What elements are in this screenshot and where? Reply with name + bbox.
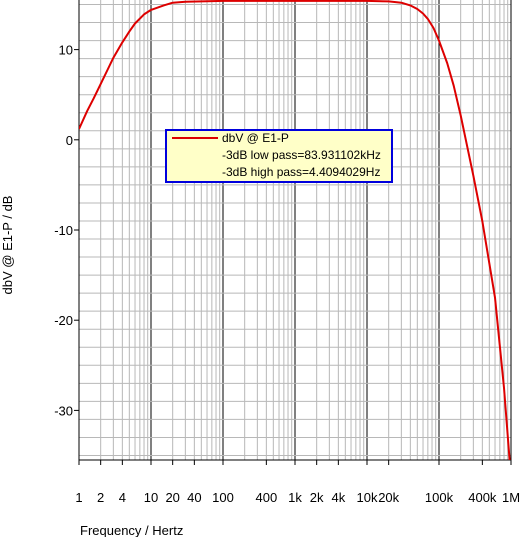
legend-entry-low-pass: -3dB low pass=83.931102kHz xyxy=(222,148,381,162)
x-axis-label: Frequency / Hertz xyxy=(80,523,183,537)
legend-entry-series: dbV @ E1-P xyxy=(222,131,289,145)
x-tick-label: 4k xyxy=(331,490,345,505)
x-tick-label: 1k xyxy=(288,490,302,505)
x-tick-label: 1M xyxy=(502,490,520,505)
y-tick-label: -20 xyxy=(54,313,73,328)
legend: dbV @ E1-P -3dB low pass=83.931102kHz -3… xyxy=(165,129,393,183)
series-layer xyxy=(79,0,511,460)
x-tick-label: 2k xyxy=(310,490,324,505)
x-tick-label: 2 xyxy=(97,490,104,505)
x-tick-label: 4 xyxy=(119,490,126,505)
y-tick-label: 10 xyxy=(59,43,73,58)
legend-entry-high-pass: -3dB high pass=4.4094029Hz xyxy=(222,165,380,179)
series-line xyxy=(79,0,511,460)
x-tick-label: 400 xyxy=(255,490,277,505)
x-tick-label: 10k xyxy=(357,490,378,505)
x-tick-label: 10 xyxy=(144,490,158,505)
x-tick-label: 20 xyxy=(165,490,179,505)
y-tick-label: 0 xyxy=(66,133,73,148)
x-tick-label: 100k xyxy=(425,490,454,505)
x-tick-label: 400k xyxy=(468,490,497,505)
x-tick-label: 1 xyxy=(75,490,82,505)
grid xyxy=(78,0,511,460)
y-tick-label: -30 xyxy=(54,403,73,418)
y-axis-label: dbV @ E1-P / dB xyxy=(0,196,15,295)
y-tick-label: -10 xyxy=(54,223,73,238)
x-tick-label: 40 xyxy=(187,490,201,505)
x-tick-label: 100 xyxy=(212,490,234,505)
x-tick-label: 20k xyxy=(378,490,399,505)
tick-labels: 1 2 4 10 20 40 100 400 1k 2k 4k 10k 20k 100k 400k 1M100… xyxy=(54,43,520,505)
